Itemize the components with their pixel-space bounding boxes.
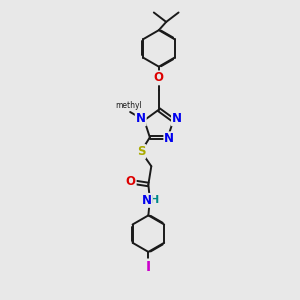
Text: H: H [150, 195, 160, 206]
Text: N: N [172, 112, 182, 125]
Text: N: N [142, 194, 152, 207]
Text: O: O [154, 71, 164, 84]
Text: O: O [126, 175, 136, 188]
Text: N: N [136, 112, 146, 125]
Text: methyl: methyl [115, 100, 142, 109]
Text: I: I [146, 260, 151, 274]
Text: S: S [137, 145, 145, 158]
Text: N: N [164, 132, 174, 145]
